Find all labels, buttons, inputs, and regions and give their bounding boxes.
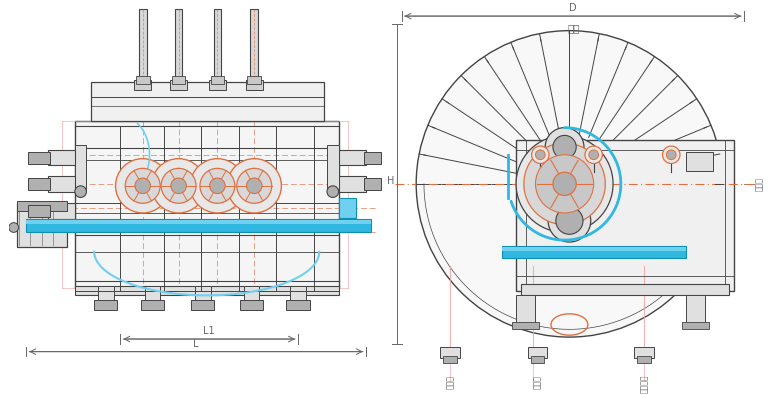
Bar [17,201,67,211]
Circle shape [171,178,187,193]
Circle shape [227,159,281,213]
Bar [516,295,536,324]
Circle shape [161,168,196,203]
Bar [75,286,338,295]
Bar [635,347,654,359]
Circle shape [662,146,680,164]
Circle shape [516,135,613,232]
Bar [141,300,164,310]
Bar [29,178,49,190]
Circle shape [553,172,576,195]
Bar [94,300,117,310]
Bar [521,284,729,295]
Text: 溺液口: 溺液口 [446,375,455,389]
Bar [175,9,183,80]
Bar [290,286,305,303]
Bar [48,176,75,191]
Bar [516,140,734,291]
Bar [195,286,210,303]
Bar [26,220,371,224]
Bar [338,176,365,191]
Circle shape [75,186,86,197]
Bar [244,286,259,303]
Bar [170,80,187,90]
Bar [75,121,338,288]
Bar [512,322,540,329]
Bar [240,300,263,310]
Bar [247,76,261,84]
Bar [527,347,547,359]
Circle shape [416,31,722,337]
Bar [210,76,224,84]
Text: 入料口: 入料口 [755,177,763,191]
Bar [364,152,382,164]
Circle shape [200,168,235,203]
Bar [98,286,113,303]
Circle shape [536,155,594,213]
Circle shape [237,168,271,203]
Bar [286,300,309,310]
Circle shape [210,178,225,193]
Bar [26,219,371,232]
Bar [48,203,75,219]
Text: L: L [194,339,199,349]
Text: L1: L1 [203,326,214,336]
Bar [501,247,685,251]
Circle shape [327,186,338,197]
Circle shape [135,178,150,193]
Circle shape [116,159,170,213]
Bar [685,295,705,324]
Bar [136,76,150,84]
Bar [191,300,214,310]
Bar [338,150,365,166]
Text: 方向: 方向 [567,23,580,33]
Circle shape [151,159,206,213]
Circle shape [531,146,549,164]
Bar [91,82,324,121]
Bar [501,246,685,258]
Bar [638,355,651,363]
Bar [245,80,263,90]
Bar [145,286,160,303]
Circle shape [589,150,598,160]
Circle shape [524,143,605,224]
Bar [139,9,146,80]
Bar [338,199,356,218]
Circle shape [190,159,244,213]
Bar [209,80,226,90]
Bar [17,203,67,247]
Bar [327,145,338,189]
Circle shape [247,178,262,193]
Text: 溗液口: 溗液口 [533,375,542,389]
Bar [48,150,75,166]
Circle shape [556,207,583,234]
Circle shape [545,128,584,166]
Bar [685,152,713,171]
Bar [530,355,544,363]
Bar [172,76,185,84]
Circle shape [585,146,602,164]
Bar [134,80,151,90]
Bar [29,205,49,217]
Bar [214,9,221,80]
Text: D: D [570,3,577,13]
Circle shape [548,199,591,242]
Bar [443,355,457,363]
Circle shape [553,135,576,159]
Text: H: H [386,176,394,186]
Text: 清洗液口: 清洗液口 [640,375,648,393]
Bar [440,347,460,359]
Circle shape [666,150,676,160]
Bar [682,322,709,329]
Circle shape [125,168,160,203]
Bar [364,178,382,190]
Bar [75,145,86,189]
Circle shape [9,222,19,232]
Circle shape [536,150,545,160]
Bar [251,9,258,80]
Bar [29,152,49,164]
